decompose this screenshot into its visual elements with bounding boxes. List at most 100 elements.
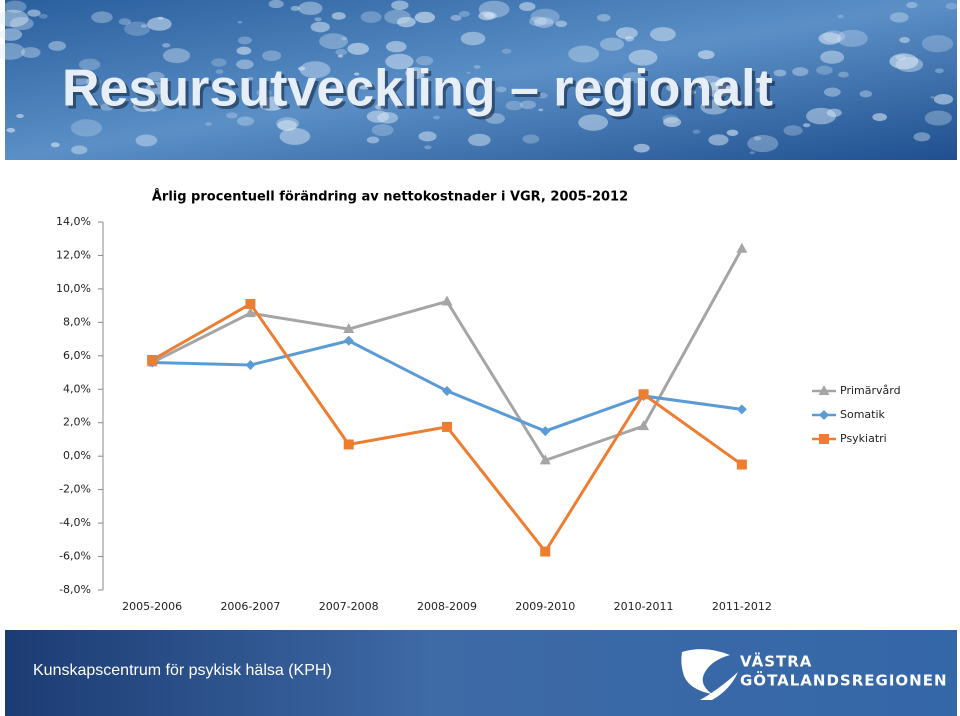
- droplet: [78, 58, 101, 71]
- droplet: [298, 95, 304, 98]
- y-tick-label: 10,0%: [56, 282, 91, 295]
- droplet: [341, 36, 347, 41]
- droplet: [935, 68, 944, 74]
- legend-label: Primärvård: [840, 384, 901, 397]
- x-tick-label: 2009-2010: [515, 600, 575, 613]
- droplet: [522, 134, 540, 144]
- legend-marker: [819, 434, 829, 444]
- droplet: [247, 76, 254, 81]
- y-tick-label: -8,0%: [59, 583, 91, 596]
- droplet: [21, 47, 41, 58]
- droplet: [596, 13, 611, 22]
- y-tick-label: 2,0%: [63, 416, 91, 429]
- droplet: [913, 132, 931, 142]
- marker: [638, 389, 649, 400]
- droplet: [205, 122, 212, 126]
- droplet: [520, 100, 536, 110]
- chart-title: Årlig procentuell förändring av nettokos…: [152, 189, 628, 205]
- droplet: [0, 28, 23, 41]
- y-tick-label: 12,0%: [56, 248, 91, 261]
- logo-line1: VÄSTRA: [740, 652, 812, 671]
- droplet: [662, 114, 679, 124]
- slide-title: Resursutveckling – regionalt: [62, 60, 773, 118]
- droplet: [215, 69, 224, 74]
- droplet: [483, 12, 497, 20]
- droplet: [394, 104, 401, 108]
- droplet: [142, 99, 165, 112]
- droplet: [889, 53, 919, 70]
- droplet: [697, 50, 715, 60]
- series-line: [152, 339, 743, 433]
- droplet: [820, 50, 845, 64]
- droplet: [468, 133, 491, 147]
- droplet: [818, 32, 842, 45]
- droplet: [414, 11, 436, 24]
- droplet: [91, 11, 113, 24]
- droplet: [298, 1, 323, 16]
- droplet: [6, 127, 16, 133]
- droplet: [836, 29, 868, 47]
- droplet: [755, 87, 765, 93]
- droplet: [473, 64, 481, 69]
- droplet: [460, 31, 486, 46]
- droplet: [501, 48, 512, 54]
- droplet: [124, 21, 151, 36]
- droplet: [69, 72, 92, 85]
- legend-label: Somatik: [840, 408, 886, 421]
- droplet: [478, 11, 495, 21]
- droplet: [162, 48, 191, 64]
- droplet: [872, 113, 887, 122]
- droplet: [663, 117, 682, 128]
- marker: [343, 439, 354, 450]
- droplet: [530, 8, 560, 25]
- droplet: [211, 58, 227, 67]
- droplet: [933, 93, 954, 105]
- droplet: [889, 12, 909, 23]
- droplet: [899, 37, 910, 43]
- droplet: [277, 120, 298, 131]
- droplet: [147, 71, 165, 82]
- droplet: [314, 17, 322, 22]
- marker: [442, 385, 452, 396]
- y-tick-label: -2,0%: [59, 483, 91, 496]
- droplet: [773, 69, 787, 77]
- droplet: [633, 143, 650, 153]
- droplet: [27, 9, 41, 17]
- droplet: [458, 10, 470, 17]
- droplet: [16, 113, 24, 119]
- legend-label: Psykiatri: [840, 432, 887, 445]
- droplet: [726, 129, 739, 136]
- x-tick-label: 2008-2009: [417, 600, 477, 613]
- droplet: [140, 24, 148, 28]
- y-tick-label: 6,0%: [63, 349, 91, 362]
- droplet: [237, 21, 243, 24]
- droplet: [0, 9, 29, 28]
- marker: [736, 404, 747, 415]
- droplet: [823, 87, 841, 97]
- droplet: [396, 16, 416, 28]
- droplet: [715, 86, 734, 97]
- droplet: [366, 136, 380, 144]
- droplet: [356, 80, 373, 90]
- droplet: [335, 48, 348, 56]
- droplet: [505, 100, 523, 111]
- marker: [441, 295, 453, 306]
- x-tick-label: 2007-2008: [319, 600, 379, 613]
- droplet: [118, 18, 131, 25]
- footer-text: Kunskapscentrum för psykisk hälsa (KPH): [33, 662, 332, 679]
- droplet: [279, 128, 311, 145]
- y-tick-label: 8,0%: [63, 315, 91, 328]
- droplet: [256, 88, 272, 97]
- droplet: [692, 129, 701, 134]
- marker: [540, 426, 551, 437]
- marker: [245, 298, 256, 309]
- droplet: [0, 42, 26, 60]
- droplet: [145, 81, 169, 95]
- droplet: [384, 9, 411, 25]
- droplet: [859, 90, 873, 98]
- droplet: [236, 59, 254, 70]
- droplet: [688, 90, 697, 95]
- droplet: [331, 12, 346, 20]
- droplet: [478, 0, 510, 18]
- y-tick-label: 4,0%: [63, 382, 91, 395]
